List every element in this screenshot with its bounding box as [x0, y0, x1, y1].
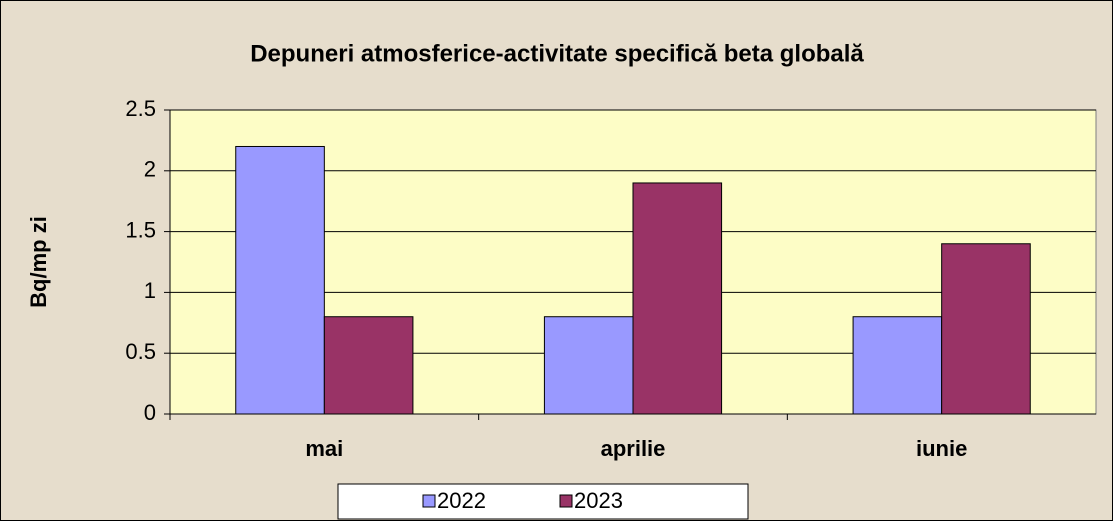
legend-label: 2022: [437, 488, 486, 513]
bar: [941, 243, 1031, 415]
legend-swatch: [422, 494, 436, 508]
y-tick-label: 1: [144, 278, 156, 303]
y-tick-label: 2.5: [125, 96, 156, 121]
legend-label: 2023: [574, 488, 623, 513]
x-tick-label: mai: [305, 436, 343, 461]
bar: [852, 316, 943, 415]
bar: [543, 316, 634, 415]
bar: [632, 182, 723, 415]
y-tick-label: 0.5: [125, 339, 156, 364]
legend-swatch: [559, 494, 573, 508]
bar: [323, 316, 414, 415]
chart-title: Depuneri atmosferice-activitate specific…: [250, 40, 864, 67]
y-tick-label: 1.5: [125, 217, 156, 242]
y-axis-label: Bq/mp zi: [26, 216, 51, 308]
x-tick-label: aprilie: [601, 436, 666, 461]
y-tick-label: 0: [144, 400, 156, 425]
bar: [235, 145, 325, 415]
legend: [337, 483, 749, 520]
y-tick-label: 2: [144, 157, 156, 182]
x-tick-label: iunie: [916, 436, 967, 461]
